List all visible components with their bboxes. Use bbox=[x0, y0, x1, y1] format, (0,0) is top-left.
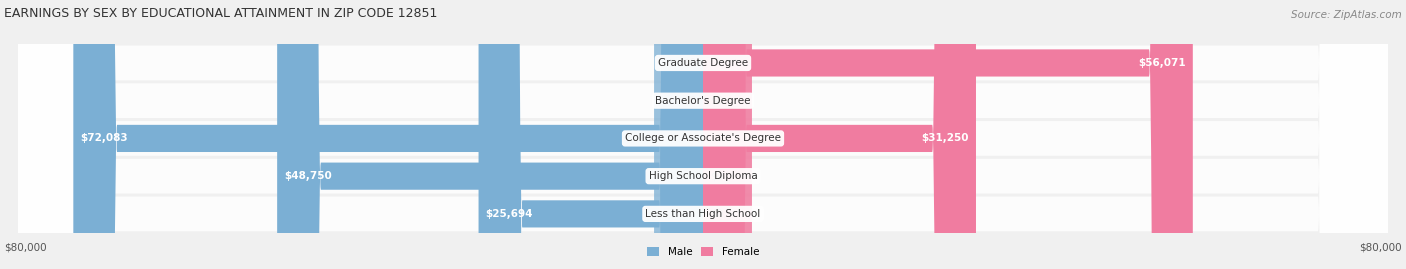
FancyBboxPatch shape bbox=[18, 0, 1388, 269]
FancyBboxPatch shape bbox=[18, 0, 1388, 269]
FancyBboxPatch shape bbox=[703, 0, 976, 269]
Text: Source: ZipAtlas.com: Source: ZipAtlas.com bbox=[1291, 10, 1402, 20]
Text: Bachelor's Degree: Bachelor's Degree bbox=[655, 96, 751, 106]
FancyBboxPatch shape bbox=[18, 0, 1388, 269]
FancyBboxPatch shape bbox=[654, 0, 703, 269]
Text: $80,000: $80,000 bbox=[4, 242, 46, 252]
Text: $31,250: $31,250 bbox=[921, 133, 969, 143]
FancyBboxPatch shape bbox=[277, 0, 703, 269]
FancyBboxPatch shape bbox=[703, 0, 752, 269]
Legend: Male, Female: Male, Female bbox=[643, 243, 763, 261]
Text: $0: $0 bbox=[710, 209, 723, 219]
FancyBboxPatch shape bbox=[478, 0, 703, 269]
FancyBboxPatch shape bbox=[703, 0, 752, 269]
Text: $0: $0 bbox=[683, 96, 696, 106]
Text: $0: $0 bbox=[710, 96, 723, 106]
Text: $72,083: $72,083 bbox=[80, 133, 128, 143]
FancyBboxPatch shape bbox=[73, 0, 703, 269]
FancyBboxPatch shape bbox=[654, 0, 703, 269]
Text: Less than High School: Less than High School bbox=[645, 209, 761, 219]
FancyBboxPatch shape bbox=[703, 0, 752, 269]
FancyBboxPatch shape bbox=[18, 0, 1388, 269]
Text: $0: $0 bbox=[683, 58, 696, 68]
FancyBboxPatch shape bbox=[703, 0, 1192, 269]
Text: EARNINGS BY SEX BY EDUCATIONAL ATTAINMENT IN ZIP CODE 12851: EARNINGS BY SEX BY EDUCATIONAL ATTAINMEN… bbox=[4, 6, 437, 20]
Text: $80,000: $80,000 bbox=[1360, 242, 1402, 252]
Text: College or Associate's Degree: College or Associate's Degree bbox=[626, 133, 780, 143]
Text: High School Diploma: High School Diploma bbox=[648, 171, 758, 181]
Text: $48,750: $48,750 bbox=[284, 171, 332, 181]
Text: $0: $0 bbox=[710, 171, 723, 181]
Text: Graduate Degree: Graduate Degree bbox=[658, 58, 748, 68]
FancyBboxPatch shape bbox=[18, 0, 1388, 269]
Text: $25,694: $25,694 bbox=[485, 209, 533, 219]
Text: $56,071: $56,071 bbox=[1139, 58, 1185, 68]
